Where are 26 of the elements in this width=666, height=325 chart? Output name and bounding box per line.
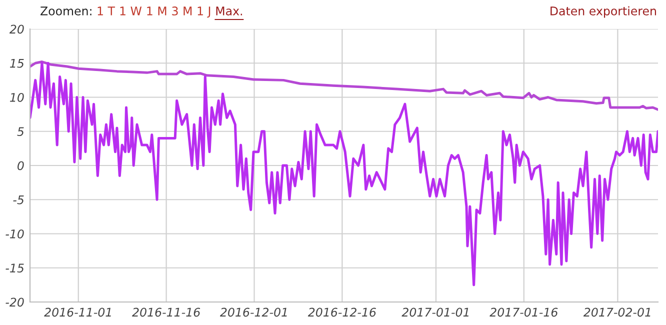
y-tick-label: -15: [6, 264, 24, 273]
text: 1 T: [98, 6, 116, 16]
y-tick-label: 10: [10, 92, 24, 102]
text: Max.: [216, 6, 242, 16]
y-tick-label: 20: [9, 24, 24, 34]
x-tick-label: 2017-02-01: [583, 308, 650, 317]
x-tick-label: 2016-11-16: [132, 308, 200, 317]
x-tick-label: 2017-01-16: [490, 308, 558, 317]
y-tick-label: -5: [13, 196, 24, 204]
line-series: [30, 60, 658, 111]
text: 1 J: [198, 6, 210, 18]
y-tick-label: -20: [6, 298, 24, 307]
line-series: [30, 62, 658, 286]
x-tick-label: 2016-12-01: [220, 308, 287, 317]
x-tick-label: 2017-01-01: [402, 308, 468, 317]
y-tick-label: -10: [6, 229, 24, 238]
y-tick-label: 5: [17, 127, 24, 136]
x-tick-label: 2016-11-01: [44, 308, 111, 317]
text: 3 M: [172, 6, 192, 16]
text: 1 M: [147, 6, 166, 16]
y-tick-label: 15: [10, 59, 24, 68]
text: 1 W: [120, 6, 142, 16]
text: Zoomen:: [40, 6, 92, 16]
text: Daten exportieren: [550, 6, 656, 18]
y-tick-label: 0: [18, 161, 24, 170]
x-tick-label: 2016-12-16: [308, 308, 376, 317]
